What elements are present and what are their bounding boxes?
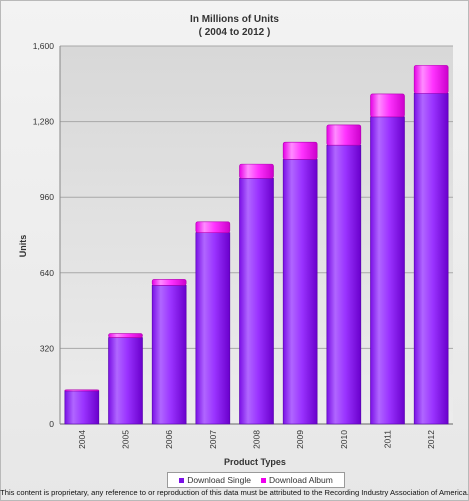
bar-download-single [413,92,449,425]
bar-download-album [326,124,362,146]
legend-label-album: Download Album [269,475,333,485]
x-tick-label: 2004 [77,430,87,449]
y-tick-label: 1,600 [33,41,55,51]
bar-download-single [151,285,187,425]
bar-download-album [108,333,143,338]
legend-label-single: Download Single [187,475,251,485]
bar-download-single [326,144,362,425]
y-tick-label: 640 [40,268,54,278]
y-tick-label: 320 [40,343,54,353]
legend-swatch-album [261,477,266,483]
chart-title: In Millions of Units [190,14,279,25]
chart-subtitle: ( 2004 to 2012 ) [198,27,271,38]
x-tick-label: 2011 [383,430,393,449]
attribution-note: This content is proprietary, any referen… [0,488,469,497]
bar-download-album [151,279,187,286]
x-tick-label: 2008 [252,430,262,449]
x-axis-label: Product Types [224,457,286,467]
bar-download-album [282,141,318,160]
legend: Download Single Download Album [167,472,345,488]
bar-download-album [413,65,449,94]
bar-download-single [370,116,405,425]
y-tick-label: 0 [49,419,54,429]
legend-item-album: Download Album [261,475,333,485]
x-tick-label: 2010 [339,430,349,449]
bar-download-album [64,389,100,392]
legend-item-single: Download Single [179,475,251,485]
bar-download-album [239,163,274,179]
bar-download-single [64,390,100,425]
legend-swatch-single [179,477,185,483]
x-tick-label: 2009 [295,430,305,449]
x-tick-label: 2007 [208,430,218,449]
bar-download-album [370,93,405,118]
bar-download-album [195,221,231,233]
y-axis-label: Units [18,235,28,258]
bar-download-single [239,178,274,425]
bar-download-single [195,232,231,425]
x-tick-label: 2012 [426,430,436,449]
x-tick-label: 2006 [164,430,174,449]
y-tick-label: 1,280 [33,117,55,127]
y-tick-label: 960 [40,192,54,202]
bar-download-single [282,159,318,425]
bar-download-single [108,337,143,425]
x-tick-label: 2005 [121,430,131,449]
